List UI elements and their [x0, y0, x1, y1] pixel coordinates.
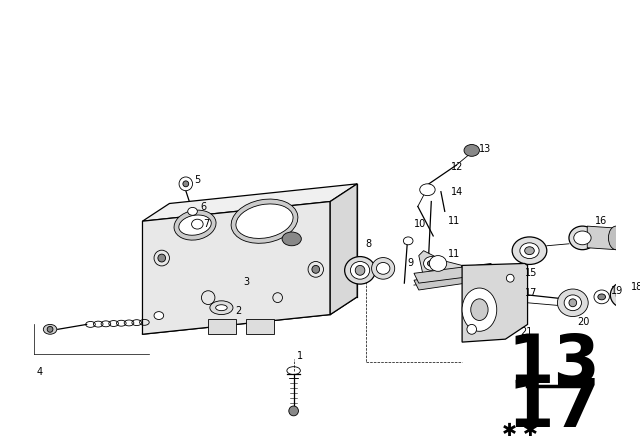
Ellipse shape [282, 232, 301, 246]
Ellipse shape [231, 199, 298, 243]
Ellipse shape [525, 247, 534, 254]
Ellipse shape [183, 181, 189, 187]
Ellipse shape [179, 215, 211, 235]
Text: 20: 20 [578, 318, 590, 327]
Ellipse shape [44, 324, 57, 334]
Text: 2: 2 [235, 306, 241, 316]
Text: 10: 10 [414, 219, 426, 229]
Ellipse shape [464, 145, 479, 156]
Polygon shape [246, 319, 274, 334]
Ellipse shape [179, 177, 193, 191]
Ellipse shape [512, 237, 547, 264]
Polygon shape [330, 184, 357, 314]
Text: 5: 5 [195, 175, 201, 185]
Ellipse shape [506, 274, 514, 282]
Ellipse shape [236, 204, 293, 238]
Ellipse shape [312, 265, 319, 273]
Text: 21: 21 [520, 327, 532, 337]
Text: 17: 17 [507, 375, 600, 441]
Text: 9: 9 [407, 258, 413, 268]
Ellipse shape [557, 289, 588, 317]
Ellipse shape [188, 207, 197, 215]
Ellipse shape [520, 243, 539, 258]
Text: 13: 13 [479, 144, 492, 155]
Ellipse shape [564, 295, 582, 310]
Text: 1: 1 [296, 351, 303, 361]
Ellipse shape [594, 290, 609, 304]
Ellipse shape [462, 288, 497, 331]
Ellipse shape [216, 305, 227, 310]
Ellipse shape [574, 231, 591, 245]
Ellipse shape [355, 265, 365, 275]
Ellipse shape [289, 406, 298, 416]
Ellipse shape [376, 263, 390, 274]
Polygon shape [588, 226, 616, 250]
Polygon shape [414, 265, 520, 290]
Ellipse shape [351, 262, 370, 279]
Ellipse shape [428, 260, 435, 267]
Text: 12: 12 [451, 162, 463, 172]
Text: 14: 14 [451, 187, 463, 197]
Ellipse shape [569, 299, 577, 307]
Ellipse shape [467, 324, 477, 334]
Ellipse shape [158, 254, 166, 262]
Text: 15: 15 [525, 268, 537, 278]
Ellipse shape [154, 312, 164, 319]
Ellipse shape [345, 257, 376, 284]
Polygon shape [414, 263, 496, 283]
Text: 16: 16 [595, 216, 607, 226]
Text: 11: 11 [447, 249, 460, 258]
Ellipse shape [47, 327, 53, 332]
Text: ✱ ✱: ✱ ✱ [502, 422, 538, 439]
Ellipse shape [191, 219, 203, 229]
Text: 19: 19 [611, 286, 623, 296]
Text: 6: 6 [200, 202, 206, 212]
Text: 7: 7 [203, 219, 209, 229]
Ellipse shape [598, 294, 605, 300]
Ellipse shape [569, 226, 596, 250]
Ellipse shape [429, 256, 447, 271]
Polygon shape [419, 251, 462, 277]
Ellipse shape [420, 184, 435, 196]
Text: 3: 3 [244, 277, 250, 287]
Ellipse shape [403, 237, 413, 245]
Ellipse shape [372, 258, 395, 279]
Ellipse shape [424, 257, 439, 270]
Ellipse shape [609, 226, 624, 250]
Text: 11: 11 [447, 216, 460, 226]
Polygon shape [143, 202, 330, 334]
Text: 18: 18 [630, 282, 640, 292]
Text: 13: 13 [507, 331, 600, 397]
Ellipse shape [620, 291, 628, 299]
Polygon shape [462, 263, 527, 342]
Ellipse shape [616, 287, 632, 303]
Text: 8: 8 [366, 239, 372, 249]
Ellipse shape [210, 301, 233, 314]
Text: 17: 17 [525, 288, 537, 298]
Ellipse shape [471, 299, 488, 320]
Polygon shape [208, 319, 236, 334]
Polygon shape [143, 184, 357, 221]
Text: 4: 4 [36, 366, 43, 377]
Ellipse shape [611, 282, 637, 308]
Ellipse shape [174, 210, 216, 240]
